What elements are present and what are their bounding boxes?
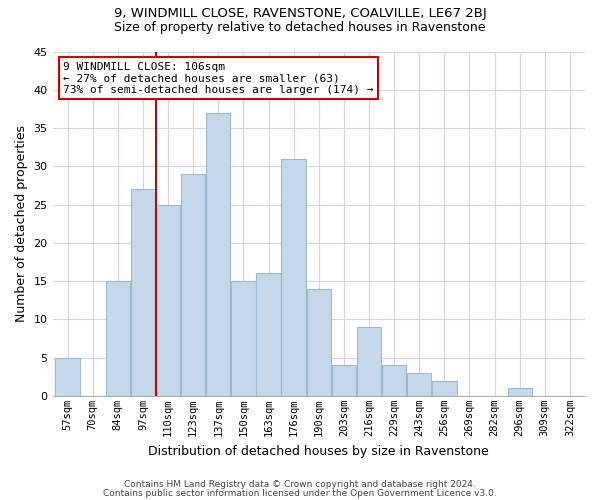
Bar (256, 274, 281, 396)
Text: 9, WINDMILL CLOSE, RAVENSTONE, COALVILLE, LE67 2BJ: 9, WINDMILL CLOSE, RAVENSTONE, COALVILLE… (113, 8, 487, 20)
Bar (307, 288, 331, 396)
Y-axis label: Number of detached properties: Number of detached properties (15, 125, 28, 322)
Bar (432, 380, 457, 396)
Text: Contains HM Land Registry data © Crown copyright and database right 2024.: Contains HM Land Registry data © Crown c… (124, 480, 476, 489)
Text: Contains public sector information licensed under the Open Government Licence v3: Contains public sector information licen… (103, 488, 497, 498)
Bar (332, 366, 356, 396)
Bar (55, 358, 80, 396)
Bar (281, 158, 306, 396)
Bar (382, 366, 406, 396)
Bar (156, 204, 180, 396)
Bar (131, 190, 155, 396)
Text: 9 WINDMILL CLOSE: 106sqm
← 27% of detached houses are smaller (63)
73% of semi-d: 9 WINDMILL CLOSE: 106sqm ← 27% of detach… (63, 62, 374, 95)
Bar (508, 388, 532, 396)
Text: Size of property relative to detached houses in Ravenstone: Size of property relative to detached ho… (114, 21, 486, 34)
Bar (357, 327, 381, 396)
Bar (407, 373, 431, 396)
Bar (231, 281, 256, 396)
Bar (206, 112, 230, 396)
Bar (106, 281, 130, 396)
X-axis label: Distribution of detached houses by size in Ravenstone: Distribution of detached houses by size … (148, 444, 489, 458)
Bar (181, 174, 205, 396)
